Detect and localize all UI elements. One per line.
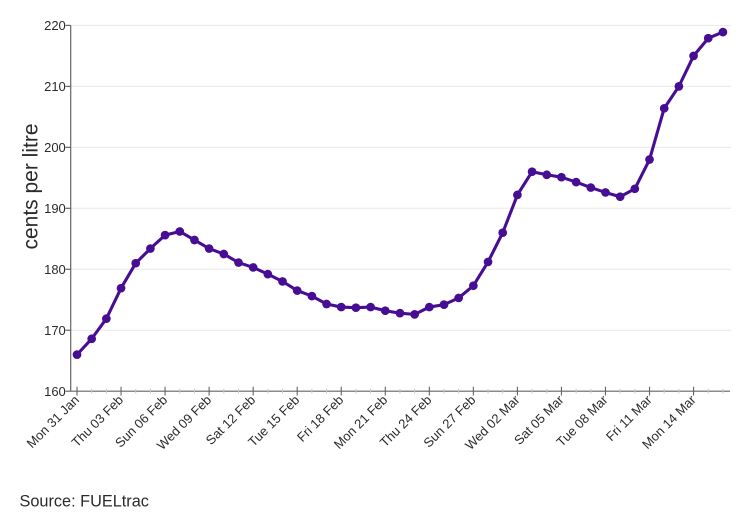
- svg-text:210: 210: [44, 79, 66, 94]
- svg-text:220: 220: [44, 18, 66, 33]
- svg-text:200: 200: [44, 140, 66, 155]
- svg-text:Source: FUELtrac: Source: FUELtrac: [20, 493, 149, 511]
- svg-text:180: 180: [44, 262, 66, 277]
- svg-text:190: 190: [44, 201, 66, 216]
- svg-text:160: 160: [44, 384, 66, 399]
- svg-text:cents per litre: cents per litre: [20, 123, 43, 249]
- svg-text:170: 170: [44, 323, 66, 338]
